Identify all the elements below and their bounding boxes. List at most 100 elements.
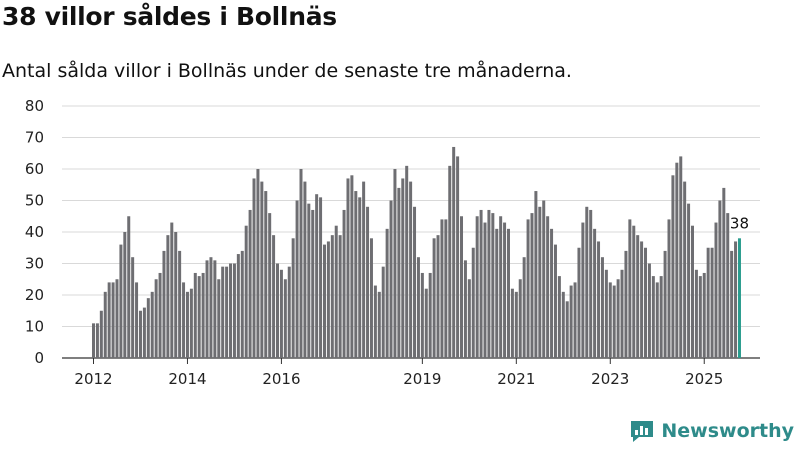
- bar: [334, 225, 338, 358]
- bar: [127, 216, 131, 358]
- bar: [694, 269, 698, 358]
- bar: [647, 263, 651, 358]
- y-tick-label: 30: [25, 255, 44, 273]
- bar: [679, 156, 683, 358]
- bar: [471, 247, 475, 358]
- bar: [217, 279, 221, 358]
- bar: [730, 250, 734, 358]
- bar: [142, 307, 146, 358]
- bar: [362, 181, 366, 358]
- bar: [170, 222, 174, 358]
- bar: [174, 232, 178, 358]
- bar: [597, 241, 601, 358]
- bar: [698, 276, 702, 358]
- bar: [432, 238, 436, 358]
- bar: [229, 263, 233, 358]
- bar: [479, 209, 483, 358]
- bar: [448, 165, 452, 358]
- bar: [111, 282, 115, 358]
- bar: [150, 291, 154, 358]
- bar: [99, 310, 103, 358]
- bar: [193, 272, 197, 358]
- bar: [146, 298, 150, 358]
- bar: [467, 279, 471, 358]
- y-tick-label: 80: [25, 97, 44, 115]
- bar: [185, 291, 189, 358]
- bar: [573, 282, 577, 358]
- bar: [518, 279, 522, 358]
- bar: [248, 209, 252, 358]
- bar: [651, 276, 655, 358]
- bar: [550, 228, 554, 358]
- bar: [319, 197, 323, 358]
- bar: [401, 178, 405, 358]
- x-tick-label: 2025: [685, 370, 723, 388]
- bar: [667, 219, 671, 358]
- bar: [440, 219, 444, 358]
- chart-subtitle: Antal sålda villor i Bollnäs under de se…: [2, 60, 572, 82]
- bar: [428, 272, 432, 358]
- bar: [456, 156, 460, 358]
- x-tick-label: 2023: [591, 370, 629, 388]
- bar: [714, 222, 718, 358]
- bar-highlight: [737, 238, 741, 358]
- bar: [189, 288, 193, 358]
- bar: [276, 263, 279, 358]
- bar: [659, 276, 663, 358]
- bar: [612, 285, 616, 358]
- bar: [726, 213, 730, 358]
- bar: [491, 213, 495, 358]
- x-axis: 2012 2014 2016 2019 2021 2023 2025: [74, 358, 723, 388]
- bar: [569, 285, 573, 358]
- bar: [706, 247, 710, 358]
- bar: [322, 244, 326, 358]
- bar: [734, 241, 738, 358]
- bar: [561, 291, 565, 358]
- bar: [644, 247, 648, 358]
- y-tick-label: 0: [34, 349, 44, 367]
- bar: [264, 191, 268, 358]
- bar: [350, 175, 354, 358]
- bar: [138, 310, 142, 358]
- bar: [389, 200, 393, 358]
- bar: [624, 250, 628, 358]
- bar: [103, 291, 107, 358]
- bar: [460, 216, 464, 358]
- x-tick-label: 2012: [74, 370, 112, 388]
- bar: [722, 187, 726, 358]
- bar: [166, 235, 170, 358]
- bar: [385, 228, 389, 358]
- bar: [381, 266, 385, 358]
- bar: [510, 288, 514, 358]
- bar: [495, 228, 499, 358]
- bar: [358, 197, 362, 358]
- bar: [369, 238, 373, 358]
- bar: [377, 291, 381, 358]
- bar: [260, 181, 264, 358]
- bar: [416, 257, 420, 358]
- chart-title: 38 villor såldes i Bollnäs: [2, 2, 337, 31]
- bar: [221, 266, 225, 358]
- bar: [608, 282, 612, 358]
- bar: [671, 175, 675, 358]
- bar: [225, 266, 229, 358]
- bar: [123, 232, 127, 358]
- bar: [268, 213, 272, 358]
- bar: [346, 178, 350, 358]
- bar: [691, 225, 694, 358]
- bar: [182, 282, 186, 358]
- bar: [538, 206, 542, 358]
- bar: [338, 235, 342, 358]
- bar: [436, 235, 440, 358]
- bar: [409, 181, 413, 358]
- bar: [526, 219, 530, 358]
- bar: [397, 187, 401, 358]
- bar: [283, 279, 287, 358]
- bar: [135, 282, 139, 358]
- bar: [475, 216, 479, 358]
- bar: [311, 209, 315, 358]
- bar: [236, 254, 240, 358]
- bar: [503, 222, 507, 358]
- bar: [342, 209, 346, 358]
